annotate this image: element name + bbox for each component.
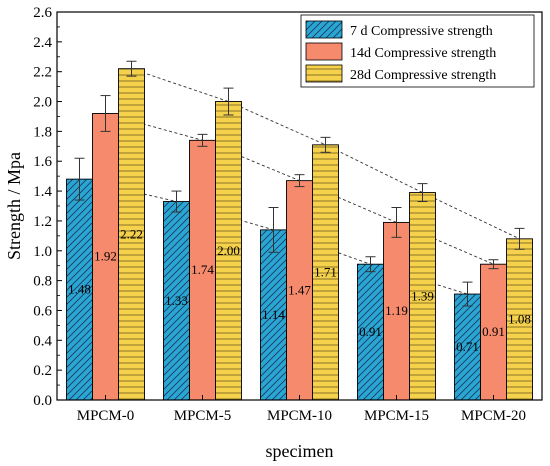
data-label: 1.71 bbox=[314, 264, 337, 279]
bar bbox=[92, 113, 119, 401]
data-label: 1.33 bbox=[165, 293, 188, 308]
y-tick-label: 2.6 bbox=[33, 5, 52, 21]
bar bbox=[260, 229, 287, 401]
y-tick-label: 2.0 bbox=[33, 95, 52, 111]
x-tick-label: MPCM-15 bbox=[364, 408, 429, 424]
data-label: 2.00 bbox=[217, 243, 240, 258]
bar bbox=[118, 68, 145, 401]
data-labels: 1.481.331.140.910.711.921.741.471.190.91… bbox=[68, 226, 531, 354]
data-label: 1.48 bbox=[68, 282, 91, 297]
data-label: 1.08 bbox=[508, 311, 531, 326]
axis-ticks: 0.0 0.2 0.4 0.6 0.8 1.0 1.2 1.4 1.6 1.8 2.0 2.2 2.4 2… bbox=[33, 5, 526, 424]
bar bbox=[409, 192, 436, 401]
data-label: 1.92 bbox=[94, 249, 117, 264]
trend-line bbox=[131, 68, 520, 240]
bar bbox=[189, 139, 216, 401]
error-bars bbox=[74, 60, 525, 307]
bar bbox=[66, 178, 93, 401]
data-label: 0.91 bbox=[482, 324, 505, 339]
data-label: 2.22 bbox=[120, 226, 143, 241]
legend-swatch-14d bbox=[305, 42, 343, 61]
x-tick-label: MPCM-10 bbox=[267, 408, 332, 424]
legend-swatch-7d bbox=[305, 20, 343, 39]
x-tick-label: MPCM-5 bbox=[174, 408, 232, 424]
y-tick-label: 1.0 bbox=[33, 244, 52, 260]
y-axis-title: Strength / Mpa bbox=[4, 152, 24, 260]
y-tick-label: 0.0 bbox=[33, 393, 52, 409]
y-tick-label: 0.2 bbox=[33, 363, 52, 379]
x-tick-label: MPCM-0 bbox=[77, 408, 135, 424]
bar bbox=[312, 144, 339, 401]
bar bbox=[215, 101, 242, 401]
legend: 7 d Compressive strength 14d Compressive… bbox=[300, 14, 535, 88]
y-tick-label: 1.8 bbox=[33, 124, 52, 140]
bar bbox=[357, 263, 384, 401]
x-tick-label: MPCM-20 bbox=[461, 408, 526, 424]
y-tick-label: 2.2 bbox=[33, 65, 52, 81]
data-label: 1.47 bbox=[288, 282, 311, 297]
legend-swatch-28d bbox=[305, 64, 343, 83]
y-tick-label: 2.4 bbox=[33, 35, 52, 51]
legend-label-14d: 14d Compressive strength bbox=[350, 46, 496, 61]
data-label: 1.19 bbox=[385, 303, 408, 318]
data-label: 0.71 bbox=[456, 339, 479, 354]
bar bbox=[454, 293, 481, 401]
y-tick-label: 1.6 bbox=[33, 154, 52, 170]
data-label: 1.39 bbox=[411, 288, 434, 303]
data-label: 0.91 bbox=[359, 324, 382, 339]
bar bbox=[506, 238, 533, 401]
y-tick-label: 0.6 bbox=[33, 303, 52, 319]
y-tick-label: 1.2 bbox=[33, 214, 52, 230]
legend-label-28d: 28d Compressive strength bbox=[350, 68, 496, 83]
y-tick-label: 0.8 bbox=[33, 274, 52, 290]
data-label: 1.74 bbox=[191, 262, 214, 277]
legend-label-7d: 7 d Compressive strength bbox=[350, 24, 493, 39]
y-tick-label: 0.4 bbox=[33, 333, 52, 349]
y-tick-label: 1.4 bbox=[33, 184, 52, 200]
bars bbox=[66, 68, 533, 401]
data-label: 1.14 bbox=[262, 307, 285, 322]
x-axis-title: specimen bbox=[266, 441, 334, 461]
